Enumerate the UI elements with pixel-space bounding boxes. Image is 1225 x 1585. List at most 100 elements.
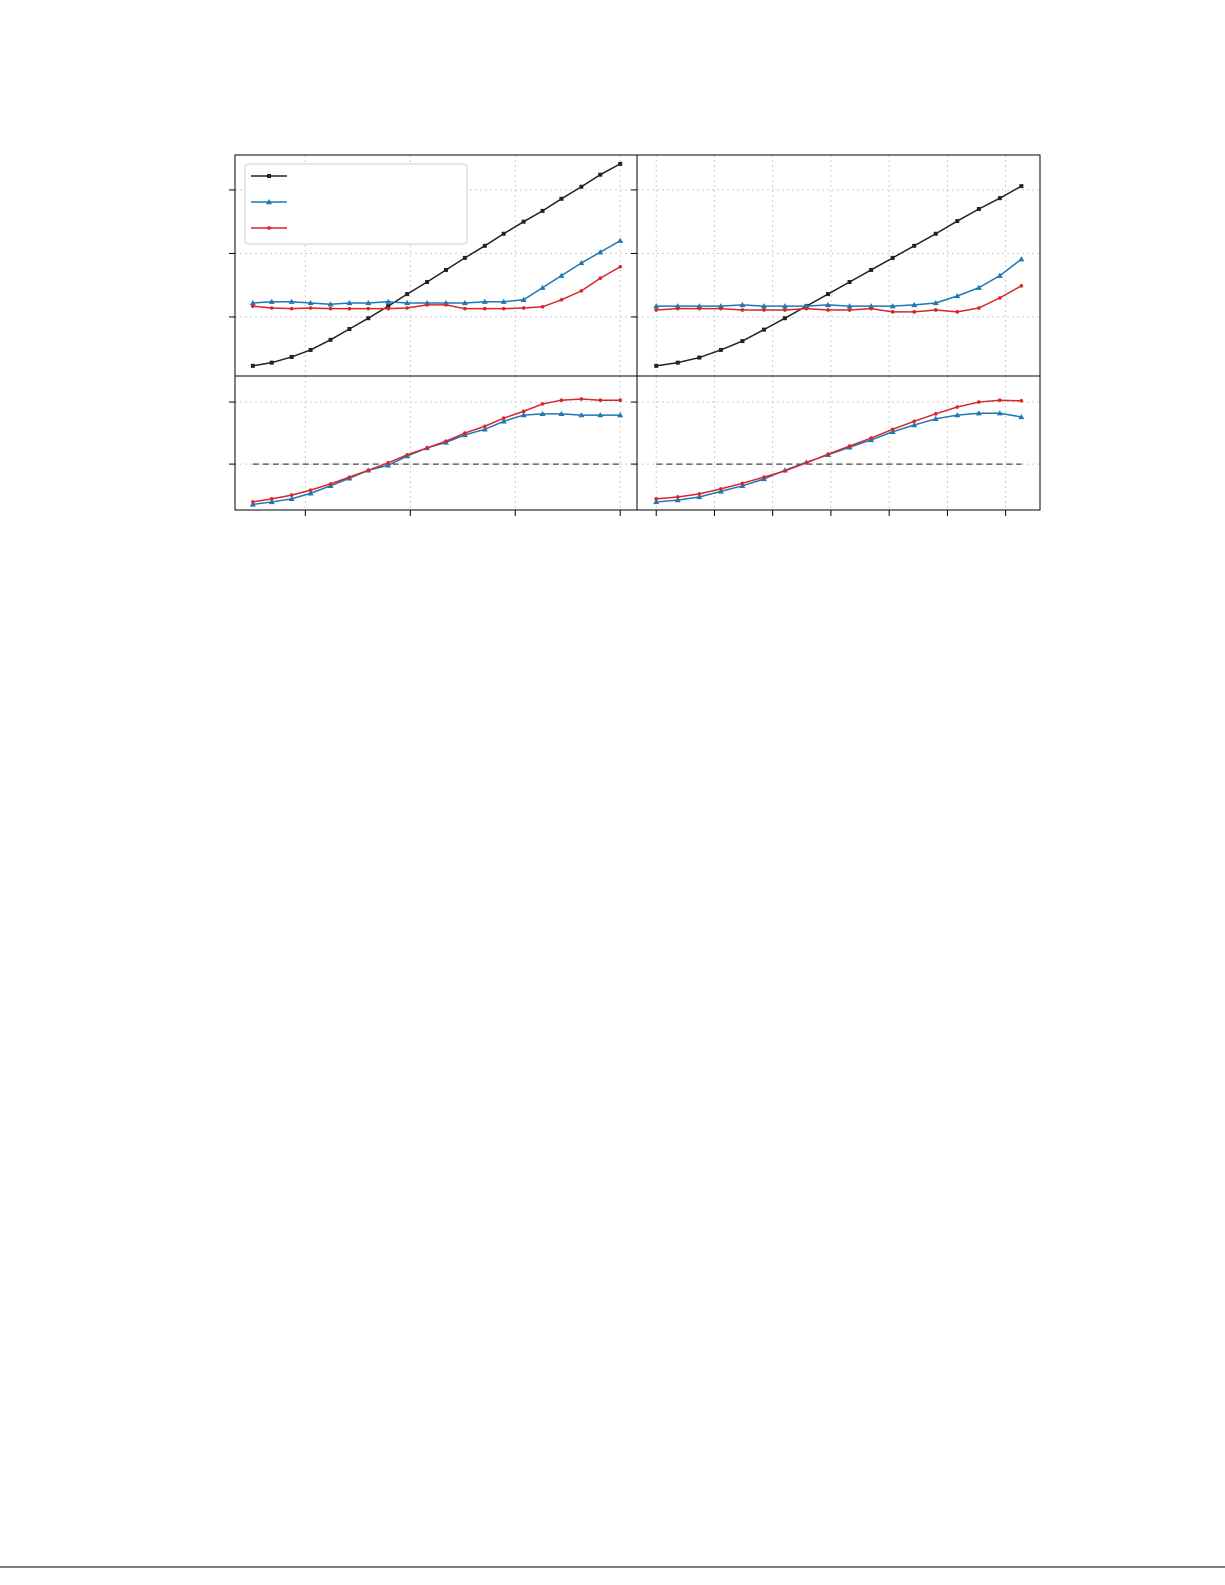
legend-marker [267, 174, 271, 178]
marker [539, 284, 546, 290]
marker [617, 237, 624, 243]
marker [804, 306, 809, 311]
marker [740, 308, 745, 312]
marker [696, 303, 703, 309]
marker [869, 267, 874, 272]
series-line [252, 398, 621, 503]
marker [675, 495, 680, 499]
series-line [252, 163, 621, 367]
marker [250, 363, 255, 368]
marker [697, 306, 702, 311]
marker [481, 426, 488, 432]
marker [425, 446, 429, 450]
marker [740, 339, 745, 344]
marker [347, 327, 352, 332]
marker [783, 308, 787, 312]
marker [444, 303, 448, 307]
marker [890, 255, 895, 260]
panel [229, 375, 638, 516]
marker [618, 398, 623, 402]
marker [386, 304, 391, 309]
marker [289, 306, 294, 311]
marker [269, 306, 274, 310]
marker [481, 298, 488, 304]
marker [654, 363, 659, 368]
marker [998, 398, 1002, 402]
marker [955, 310, 960, 314]
marker [675, 306, 680, 311]
marker [425, 280, 430, 285]
marker [912, 310, 917, 314]
marker [783, 469, 787, 473]
marker [739, 482, 746, 489]
marker [268, 498, 275, 505]
marker [889, 428, 896, 435]
marker [1019, 399, 1024, 403]
marker [826, 308, 830, 312]
marker [405, 292, 410, 297]
marker [442, 299, 449, 306]
marker [386, 461, 391, 465]
marker [654, 497, 659, 501]
marker [578, 259, 585, 266]
marker [912, 243, 917, 248]
marker [782, 316, 787, 321]
marker [308, 488, 313, 492]
marker [911, 301, 918, 308]
marker [598, 276, 603, 281]
series-line [656, 258, 1022, 307]
marker [1019, 284, 1024, 288]
legend-marker [266, 199, 272, 205]
marker [249, 501, 256, 507]
series-line [252, 240, 621, 305]
marker [579, 184, 584, 189]
series-line [656, 399, 1022, 500]
marker [404, 299, 411, 306]
marker [461, 299, 468, 306]
marker [463, 431, 467, 435]
marker [327, 301, 334, 307]
marker [365, 299, 372, 306]
marker [597, 412, 604, 418]
marker [462, 255, 467, 260]
marker [500, 418, 507, 424]
marker [826, 452, 830, 456]
series-line [656, 285, 1022, 313]
marker [977, 400, 981, 404]
marker [385, 298, 392, 304]
marker [760, 303, 767, 309]
marker [826, 292, 831, 297]
marker [675, 360, 680, 365]
marker [249, 299, 256, 306]
marker [289, 354, 294, 359]
marker [521, 306, 526, 310]
marker [932, 299, 939, 306]
marker [933, 308, 938, 312]
marker [308, 347, 313, 352]
marker [933, 231, 938, 236]
marker [366, 316, 371, 321]
marker [288, 298, 295, 304]
marker [889, 303, 896, 309]
panel [631, 154, 1041, 377]
series-line [252, 266, 621, 310]
panel [631, 375, 1041, 516]
marker [998, 296, 1002, 300]
marker [674, 303, 681, 309]
panel [229, 154, 638, 377]
marker [347, 306, 352, 311]
marker [762, 475, 766, 479]
marker [385, 462, 392, 468]
marker [559, 297, 564, 302]
marker [501, 306, 506, 311]
marker [954, 292, 961, 299]
marker [328, 306, 333, 311]
marker [847, 280, 852, 285]
marker [597, 249, 604, 255]
marker [697, 355, 702, 360]
marker [424, 299, 431, 306]
marker [718, 347, 723, 352]
marker [386, 306, 391, 311]
marker [520, 412, 527, 418]
